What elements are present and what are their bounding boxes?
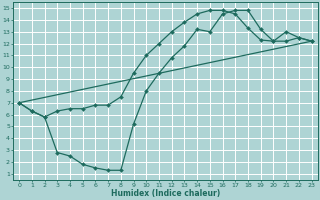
X-axis label: Humidex (Indice chaleur): Humidex (Indice chaleur) [111,189,220,198]
